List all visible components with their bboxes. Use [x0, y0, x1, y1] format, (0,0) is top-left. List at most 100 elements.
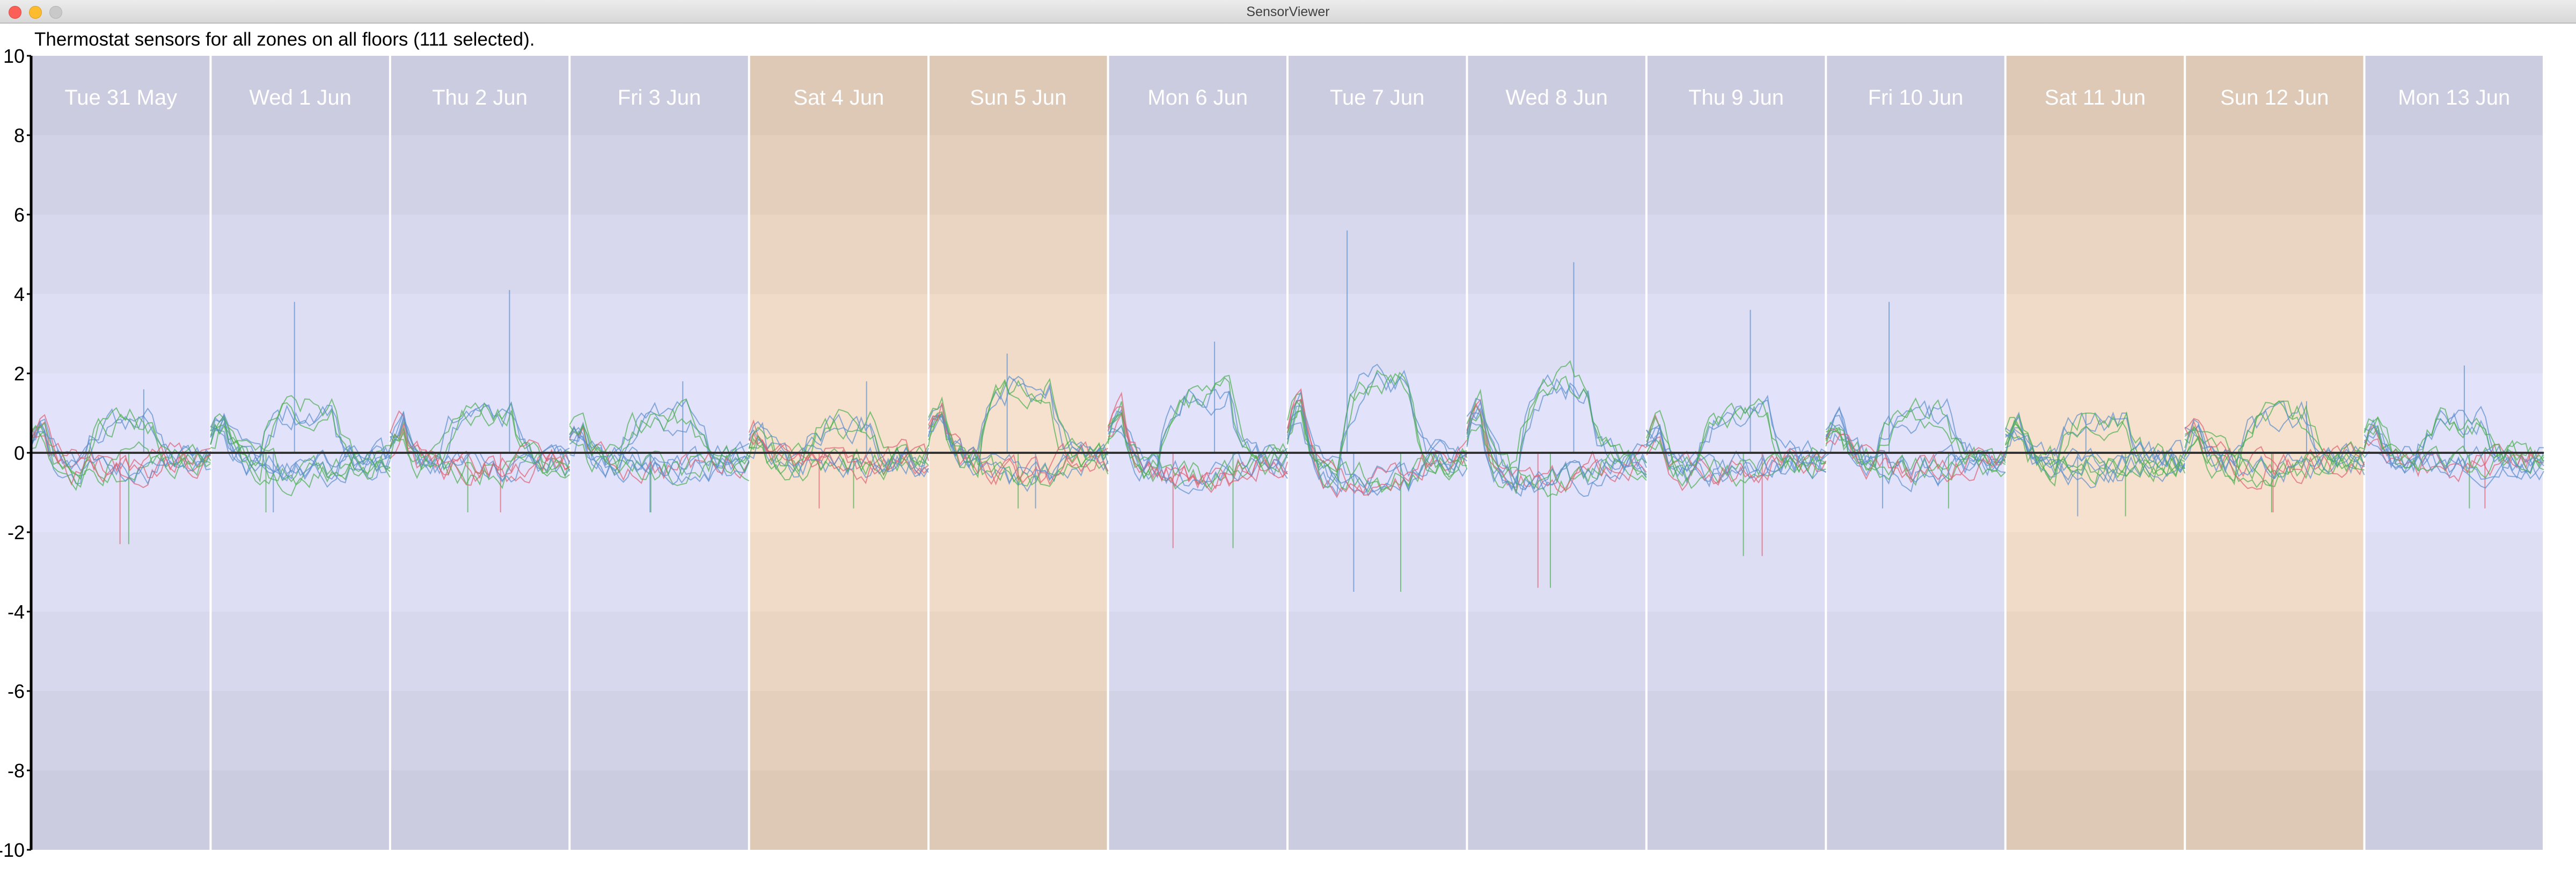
day-band	[1647, 770, 1825, 850]
sensor-trace	[928, 376, 1109, 476]
sensor-trace	[1287, 371, 1468, 483]
sensor-trace	[1287, 405, 1467, 493]
day-band	[2006, 135, 2184, 215]
day-band	[1647, 532, 1825, 612]
sensor-trace	[569, 427, 750, 476]
y-tick-label: 2	[14, 363, 25, 385]
sensor-trace	[389, 431, 570, 489]
sensor-trace	[1287, 399, 1467, 493]
day-band	[211, 294, 389, 373]
sensor-trace	[31, 407, 211, 480]
day-band	[1647, 691, 1825, 770]
sensor-trace	[928, 413, 1109, 487]
sensor-trace	[1466, 401, 1647, 491]
day-label: Tue 31 May	[64, 86, 177, 109]
day-label: Wed 8 Jun	[1505, 86, 1608, 109]
day-band	[750, 135, 928, 215]
day-band	[391, 532, 569, 612]
day-band	[2365, 770, 2543, 850]
day-band	[391, 215, 569, 294]
sensor-trace	[1645, 410, 1826, 489]
sensor-trace	[928, 378, 1109, 479]
day-band	[930, 294, 1107, 373]
sensor-trace	[31, 414, 211, 488]
sensor-trace	[1645, 398, 1826, 473]
day-band	[1109, 691, 1286, 770]
sensor-trace	[1287, 399, 1468, 496]
sensor-trace	[210, 415, 391, 497]
day-band	[1468, 215, 1645, 294]
day-band	[391, 612, 569, 691]
day-band	[32, 373, 210, 453]
sensor-trace	[749, 409, 929, 481]
day-band	[211, 135, 389, 215]
day-band	[570, 691, 748, 770]
sensor-trace	[748, 421, 930, 477]
sensor-trace	[31, 415, 211, 484]
day-band	[32, 691, 210, 770]
day-band	[750, 612, 928, 691]
sensor-trace	[2184, 427, 2365, 480]
day-band	[2186, 612, 2363, 691]
day-band	[2365, 135, 2543, 215]
day-band	[1468, 453, 1645, 532]
day-band	[2006, 215, 2184, 294]
day-band	[1109, 215, 1286, 294]
day-label: Fri 3 Jun	[618, 86, 701, 109]
day-band	[570, 294, 748, 373]
y-tick-label: -2	[8, 521, 25, 543]
day-label: Mon 13 Jun	[2398, 86, 2510, 109]
y-tick-label: 0	[14, 442, 25, 464]
day-band	[750, 215, 928, 294]
day-band	[1827, 215, 2004, 294]
day-band	[2365, 691, 2543, 770]
sensor-trace	[748, 435, 930, 484]
day-band	[1647, 215, 1825, 294]
day-band	[1468, 770, 1645, 850]
day-band	[570, 215, 748, 294]
day-band	[391, 373, 569, 453]
day-band	[2186, 770, 2363, 850]
day-band	[1289, 691, 1466, 770]
sensor-trace	[2184, 437, 2365, 487]
day-band	[211, 770, 389, 850]
day-band	[1827, 373, 2004, 453]
day-band	[750, 56, 928, 135]
sensor-trace	[1466, 412, 1647, 497]
sensor-trace	[31, 408, 211, 491]
day-band	[2006, 294, 2184, 373]
day-band	[2365, 532, 2543, 612]
sensor-trace	[210, 418, 391, 488]
day-band	[570, 373, 748, 453]
sensor-trace	[2363, 425, 2544, 480]
sensor-trace	[928, 413, 1109, 493]
day-band	[570, 56, 748, 135]
day-band	[32, 294, 210, 373]
day-band	[32, 135, 210, 215]
sensor-trace	[1825, 407, 2006, 487]
sensor-trace	[569, 424, 750, 481]
day-band	[2186, 135, 2363, 215]
day-band	[2186, 691, 2363, 770]
day-band	[930, 532, 1107, 612]
day-band	[570, 770, 748, 850]
day-label: Thu 9 Jun	[1688, 86, 1784, 109]
y-tick-label: -4	[8, 601, 25, 623]
sensor-trace	[569, 412, 750, 487]
sensor-trace	[928, 402, 1109, 486]
day-band	[2186, 373, 2363, 453]
day-label: Sat 11 Jun	[2045, 86, 2146, 109]
sensor-trace	[2363, 416, 2544, 479]
window-zoom-button[interactable]	[49, 6, 62, 19]
day-band	[930, 691, 1107, 770]
sensor-trace	[210, 417, 391, 488]
day-band	[1109, 373, 1286, 453]
window-close-button[interactable]	[9, 6, 21, 19]
sensor-trace	[2363, 451, 2544, 480]
window-minimize-button[interactable]	[29, 6, 42, 19]
day-band	[1289, 770, 1466, 850]
sensor-trace	[569, 425, 750, 476]
sensor-trace	[1108, 424, 1288, 487]
sensor-trace	[1287, 389, 1468, 497]
day-band	[1109, 56, 1286, 135]
